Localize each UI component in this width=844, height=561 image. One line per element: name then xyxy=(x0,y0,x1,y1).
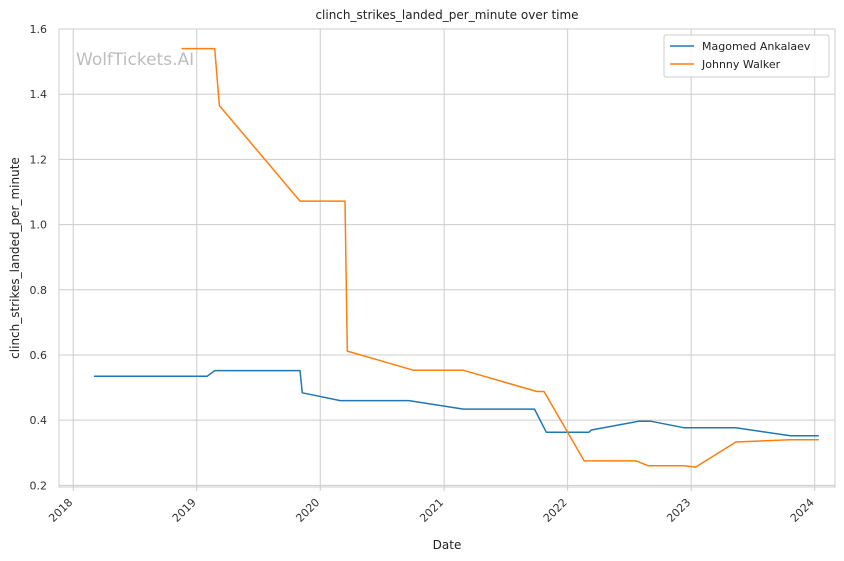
y-tick-label: 0.4 xyxy=(30,414,48,427)
y-tick-label: 1.6 xyxy=(30,23,48,36)
series-layer xyxy=(93,47,819,468)
watermark: WolfTickets.AI xyxy=(76,50,194,70)
y-axis-ticks: 0.2 0.4 0.6 0.8 1.0 1.2 1.4 1.6 xyxy=(30,23,48,492)
x-tick-label: 2024 xyxy=(788,496,817,525)
x-tick-label: 2019 xyxy=(170,496,199,525)
legend-label-johnny-walker: Johnny Walker xyxy=(701,58,781,71)
x-tick-label: 2023 xyxy=(664,496,693,525)
legend-label-magomed-ankalaev: Magomed Ankalaev xyxy=(702,40,811,53)
y-tick-label: 1.4 xyxy=(30,88,48,101)
y-tick-label: 0.6 xyxy=(30,349,48,362)
series-line-magomed-ankalaev xyxy=(93,369,819,437)
legend: Magomed Ankalaev Johnny Walker xyxy=(663,34,830,78)
chart-title: clinch_strikes_landed_per_minute over ti… xyxy=(315,8,578,22)
plot-area xyxy=(58,28,836,488)
x-tick-label: 2018 xyxy=(46,496,75,525)
x-tick-label: 2021 xyxy=(417,496,446,525)
y-axis-label: clinch_strikes_landed_per_minute xyxy=(8,157,22,359)
y-tick-label: 0.8 xyxy=(30,284,48,297)
x-tick-label: 2022 xyxy=(541,496,570,525)
y-tick-label: 1.2 xyxy=(30,153,48,166)
y-tick-label: 0.2 xyxy=(30,479,48,492)
x-axis-ticks: 2018 2019 2020 2021 2022 2023 2024 xyxy=(46,487,817,525)
x-axis-label: Date xyxy=(433,538,462,552)
grid xyxy=(59,28,835,487)
x-tick-label: 2020 xyxy=(293,496,322,525)
series-line-johnny-walker xyxy=(181,47,819,468)
legend-box xyxy=(663,34,830,78)
y-tick-label: 1.0 xyxy=(30,219,48,232)
